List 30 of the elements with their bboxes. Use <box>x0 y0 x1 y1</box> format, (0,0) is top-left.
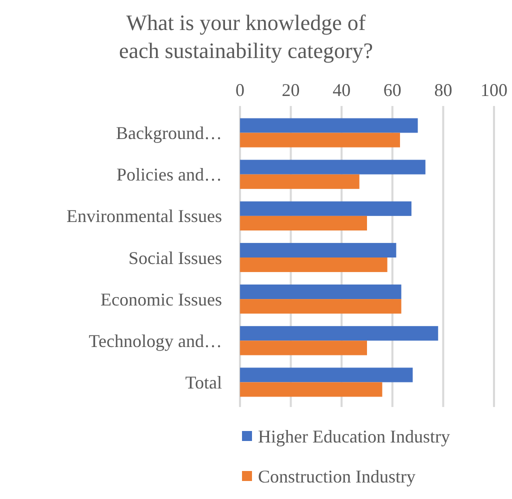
y-tick-label: Policies and… <box>116 164 222 185</box>
y-tick-label: Environmental Issues <box>66 206 222 226</box>
bar <box>240 118 418 133</box>
bar <box>240 258 388 272</box>
bar <box>240 326 438 341</box>
y-tick-label: Economic Issues <box>100 289 222 310</box>
x-tick-label: 60 <box>383 80 402 100</box>
bar <box>240 242 396 258</box>
bar <box>240 299 402 314</box>
bar <box>240 201 412 216</box>
x-tick-label: 100 <box>480 80 508 100</box>
y-tick-label: Total <box>185 372 222 393</box>
legend-label: Higher Education Industry <box>258 426 450 446</box>
bar <box>240 174 360 189</box>
x-tick-label: 80 <box>434 80 452 100</box>
x-tick-label: 20 <box>282 80 300 100</box>
bar <box>240 216 367 230</box>
x-tick-label: 0 <box>236 80 244 100</box>
bar <box>240 284 402 300</box>
bar <box>240 368 413 382</box>
legend-label: Construction Industry <box>258 466 416 486</box>
y-tick-label: Background… <box>116 123 222 144</box>
chart-title: What is your knowledge of each sustainability category? <box>118 10 374 63</box>
bar <box>240 382 382 397</box>
bar <box>240 132 400 148</box>
bar <box>240 340 367 356</box>
x-tick-label: 40 <box>332 80 351 100</box>
bar <box>240 160 426 174</box>
y-tick-label: Social Issues <box>128 248 222 268</box>
y-tick-label: Technology and… <box>88 330 222 351</box>
